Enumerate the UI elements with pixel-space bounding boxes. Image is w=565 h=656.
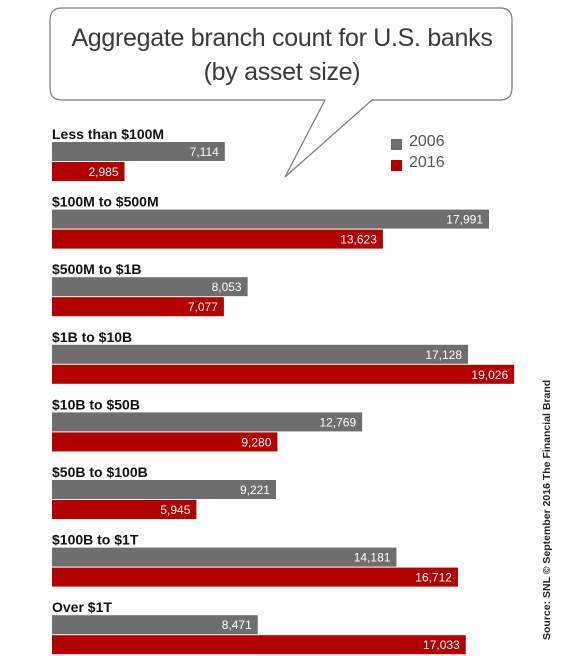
legend-swatch-2006	[391, 139, 402, 150]
bar-2006	[52, 615, 258, 635]
title-callout-bubble	[49, 7, 513, 178]
data-label-2016: 16,712	[415, 571, 452, 585]
data-label-2006: 8,053	[212, 280, 242, 294]
bar-2016	[52, 500, 197, 519]
category-label: $1B to $10B	[52, 329, 132, 345]
bar-2006	[52, 209, 489, 229]
data-label-2016: 2,985	[88, 165, 118, 179]
data-label-2016: 9,280	[241, 435, 271, 449]
bar-2016	[52, 635, 466, 655]
bar-2016	[52, 432, 278, 452]
bar-2006	[52, 142, 225, 161]
bar-2006	[52, 344, 469, 364]
legend-swatch-2016	[391, 160, 402, 171]
category-label: $500M to $1B	[52, 261, 141, 277]
data-label-2016: 5,945	[160, 503, 190, 517]
data-label-2006: 17,128	[425, 348, 462, 362]
chart-title-line-1: Aggregate branch count for U.S. banks	[71, 24, 493, 52]
bar-2006	[52, 480, 276, 499]
bar-2016	[52, 567, 458, 587]
category-label: Less than $100M	[52, 126, 164, 142]
bar-2016	[52, 229, 383, 249]
category-label: Over $1T	[52, 599, 112, 615]
bar-2016	[52, 297, 224, 317]
legend-label-2006: 2006	[409, 133, 445, 150]
category-label: $100M to $500M	[52, 194, 159, 210]
data-label-2006: 9,221	[240, 483, 270, 497]
chart-title-line-2: (by asset size)	[203, 58, 361, 86]
legend-label-2016: 2016	[409, 154, 445, 171]
bar-2016	[52, 364, 515, 384]
data-label-2016: 13,623	[340, 233, 377, 247]
bar-2006	[52, 277, 248, 297]
data-label-2006: 17,991	[446, 213, 483, 227]
data-label-2016: 17,033	[423, 638, 460, 652]
category-label: $50B to $100B	[52, 464, 148, 480]
bar-2006	[52, 547, 397, 567]
category-label: $10B to $50B	[52, 396, 140, 412]
source-note: Source: SNL © September 2016 The Financi…	[541, 379, 553, 640]
data-label-2006: 14,181	[354, 551, 391, 565]
data-label-2016: 19,026	[471, 368, 508, 382]
category-label: $100B to $1T	[52, 532, 139, 548]
data-label-2016: 7,077	[188, 300, 218, 314]
data-label-2006: 7,114	[190, 145, 219, 159]
bar-2016	[52, 162, 125, 181]
data-label-2006: 8,471	[222, 618, 252, 632]
bar-2006	[52, 412, 363, 432]
data-label-2006: 12,769	[319, 415, 356, 429]
